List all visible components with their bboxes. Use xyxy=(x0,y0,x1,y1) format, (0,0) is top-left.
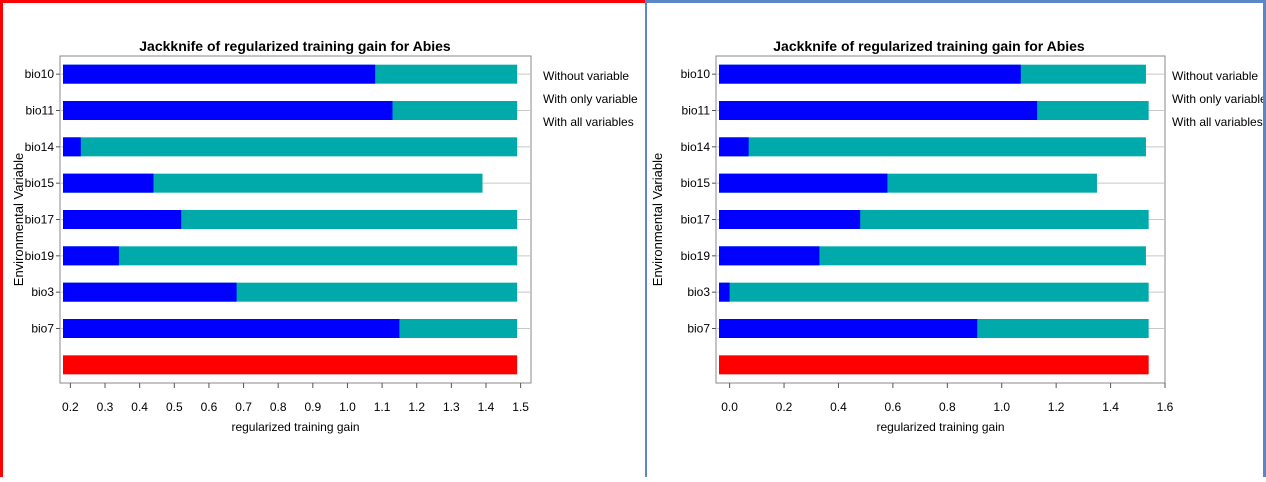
y-tick-label: bio3 xyxy=(687,285,710,299)
x-tick-label: 1.4 xyxy=(1102,400,1119,414)
bar-only-bio19 xyxy=(719,246,820,266)
left-jackknife-chart: Jackknife of regularized training gain f… xyxy=(11,38,667,434)
legend-without-label: Without variable xyxy=(1172,69,1258,83)
legend-all-label: With all variables xyxy=(543,115,634,129)
legend-without-label: Without variable xyxy=(543,69,629,83)
y-tick-label: bio15 xyxy=(681,176,711,190)
y-tick-label: bio17 xyxy=(25,213,55,227)
x-tick-label: 1.2 xyxy=(1048,400,1065,414)
y-tick-label: bio17 xyxy=(681,213,711,227)
y-tick-label: bio7 xyxy=(687,322,710,336)
x-tick-label: 0.7 xyxy=(235,400,252,414)
y-tick-label: bio11 xyxy=(26,104,55,118)
x-tick-label: 0.9 xyxy=(304,400,321,414)
legend-all-label: With all variables xyxy=(1172,115,1263,129)
bar-without-bio15 xyxy=(63,173,483,193)
bar-without-bio3 xyxy=(719,282,1149,302)
bar-only-bio11 xyxy=(63,101,393,120)
x-axis-label: regularized training gain xyxy=(876,420,1004,434)
bar-only-bio7 xyxy=(63,319,400,338)
bar-only-bio7 xyxy=(719,319,978,338)
bar-only-bio15 xyxy=(63,173,154,193)
x-tick-label: 1.6 xyxy=(1157,400,1174,414)
y-tick-label: bio10 xyxy=(681,67,711,81)
x-tick-label: 0.4 xyxy=(830,400,847,414)
x-tick-label: 0.6 xyxy=(885,400,902,414)
bar-without-bio19 xyxy=(63,246,518,266)
y-tick-label: bio19 xyxy=(25,249,55,263)
right-jackknife-chart: Jackknife of regularized training gain f… xyxy=(650,38,1266,434)
y-axis-label: Environmental Variable xyxy=(650,153,665,286)
y-tick-label: bio10 xyxy=(25,67,55,81)
y-tick-label: bio19 xyxy=(681,249,711,263)
bar-only-bio15 xyxy=(719,173,888,193)
x-tick-label: 0.8 xyxy=(270,400,287,414)
bar-only-bio19 xyxy=(63,246,119,266)
x-tick-label: 1.5 xyxy=(512,400,529,414)
chart-title: Jackknife of regularized training gain f… xyxy=(139,38,451,54)
x-tick-label: 1.4 xyxy=(478,400,495,414)
left-chart-panel: Jackknife of regularized training gain f… xyxy=(0,0,667,477)
x-tick-label: 1.0 xyxy=(339,400,356,414)
bar-only-bio17 xyxy=(719,210,861,229)
x-tick-label: 0.8 xyxy=(939,400,956,414)
y-tick-label: bio15 xyxy=(25,176,55,190)
bar-all-variables xyxy=(719,355,1149,375)
x-tick-label: 1.1 xyxy=(374,400,391,414)
bar-only-bio10 xyxy=(63,64,376,84)
y-tick-label: bio14 xyxy=(25,140,55,154)
x-tick-label: 0.6 xyxy=(201,400,218,414)
bar-only-bio17 xyxy=(63,210,182,229)
x-tick-label: 1.3 xyxy=(443,400,460,414)
y-tick-label: bio11 xyxy=(682,104,711,118)
x-tick-label: 1.2 xyxy=(408,400,425,414)
right-chart-panel: Jackknife of regularized training gain f… xyxy=(645,0,1266,477)
x-tick-label: 1.0 xyxy=(993,400,1010,414)
y-tick-label: bio3 xyxy=(31,285,54,299)
x-tick-label: 0.4 xyxy=(131,400,148,414)
bar-all-variables xyxy=(63,355,518,375)
x-axis-label: regularized training gain xyxy=(231,420,359,434)
legend-only-label: With only variable xyxy=(1172,92,1263,106)
x-tick-label: 0.3 xyxy=(97,400,114,414)
legend-only-label: With only variable xyxy=(543,92,638,106)
chart-title: Jackknife of regularized training gain f… xyxy=(773,38,1085,54)
x-tick-label: 0.2 xyxy=(776,400,793,414)
bar-only-bio3 xyxy=(63,282,237,302)
bar-without-bio14 xyxy=(63,137,518,157)
y-tick-label: bio14 xyxy=(681,140,711,154)
bar-only-bio3 xyxy=(719,282,730,302)
bar-without-bio14 xyxy=(719,137,1146,157)
x-tick-label: 0.2 xyxy=(62,400,79,414)
bar-only-bio10 xyxy=(719,64,1021,84)
y-axis-label: Environmental Variable xyxy=(11,153,26,286)
bar-without-bio19 xyxy=(719,246,1146,266)
x-tick-label: 0.5 xyxy=(166,400,183,414)
y-tick-label: bio7 xyxy=(31,322,54,336)
x-tick-label: 0.0 xyxy=(721,400,738,414)
bar-only-bio14 xyxy=(63,137,81,157)
bar-only-bio11 xyxy=(719,101,1038,120)
bar-only-bio14 xyxy=(719,137,749,157)
